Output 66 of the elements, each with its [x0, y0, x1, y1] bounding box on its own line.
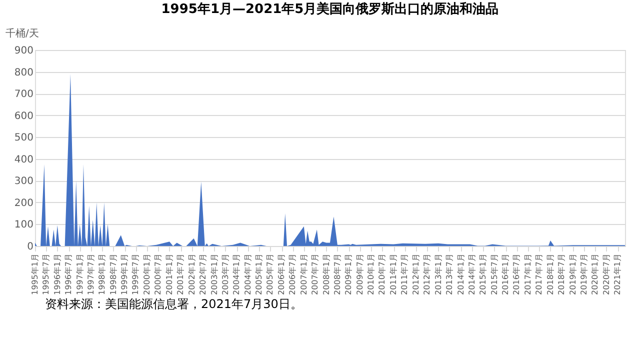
x-tick-label: 2003年7月 [220, 254, 230, 295]
y-tick-label: 100 [14, 220, 34, 231]
x-tick-label: 2016年1月 [501, 254, 510, 295]
x-tick-label: 2007年1月 [299, 254, 308, 295]
x-tick-label: 2005年1月 [254, 254, 264, 295]
x-tick-label: 2004年7月 [243, 254, 252, 295]
x-tick-label: 1997年7月 [86, 254, 96, 295]
x-tick-label: 2000年1月 [142, 254, 152, 295]
y-tick-label: 300 [14, 176, 34, 188]
x-tick-label: 2007年7月 [310, 254, 320, 295]
x-tick-label: 2020年7月 [602, 254, 611, 295]
y-tick-label: 0 [27, 242, 34, 252]
x-tick-label: 2010年7月 [378, 254, 387, 295]
x-tick-label: 1995年7月 [42, 254, 51, 295]
x-tick-label: 1995年1月 [30, 254, 40, 295]
x-tick-label: 2021年1月 [613, 254, 622, 295]
x-tick-label: 1996年7月 [64, 254, 74, 295]
x-tick-label: 2008年7月 [332, 254, 342, 295]
x-tick-label: 1998年7月 [108, 254, 118, 295]
x-tick-label: 2005年7月 [266, 254, 275, 295]
x-tick-label: 2017年7月 [534, 254, 544, 295]
x-tick-label: 2004年1月 [232, 254, 242, 295]
x-tick-label: 1996年1月 [52, 254, 62, 295]
y-tick-label: 700 [14, 89, 34, 100]
x-tick-label: 2001年1月 [164, 254, 174, 295]
x-tick-label: 2011年7月 [400, 254, 410, 295]
x-tick-label: 1997年1月 [75, 254, 84, 295]
x-tick-label: 2018年1月 [546, 254, 555, 295]
x-tick-label: 1998年1月 [98, 254, 107, 295]
x-tick-label: 1999年1月 [120, 254, 130, 295]
y-tick-label: 800 [14, 67, 34, 78]
y-axis-title: 千桶/天 [6, 28, 39, 40]
x-tick-label: 2013年1月 [434, 254, 443, 295]
y-tick-label: 900 [14, 46, 34, 56]
x-tick-label: 2012年7月 [422, 254, 432, 295]
y-tick-label: 200 [14, 198, 34, 209]
x-tick-label: 2014年7月 [467, 254, 476, 295]
x-tick-label: 2016年7月 [512, 254, 522, 295]
y-tick-label: 400 [14, 154, 34, 166]
x-tick-label: 2014年1月 [456, 254, 466, 295]
x-tick-label: 2010年1月 [366, 254, 376, 295]
text: 资料来源：美国能源信息署，2021年7月30日。 [45, 297, 302, 311]
x-tick-label: 2000年7月 [154, 254, 163, 295]
x-tick-label: 2006年1月 [277, 254, 286, 295]
x-tick-label: 2019年7月 [579, 254, 588, 295]
chart-title: 1995年1月—2021年5月美国向俄罗斯出口的原油和油品 [161, 1, 499, 17]
x-tick-label: 2006年7月 [288, 254, 298, 295]
x-tick-label: 2013年7月 [444, 254, 454, 295]
x-tick-label: 2015年7月 [490, 254, 499, 295]
x-tick-label: 2009年7月 [355, 254, 364, 295]
x-tick-label: 2015年1月 [478, 254, 488, 295]
x-tick-label: 2020年1月 [590, 254, 600, 295]
x-tick-label: 2003年1月 [210, 254, 219, 295]
x-tick-label: 2008年1月 [322, 254, 331, 295]
y-tick-label: 500 [14, 132, 34, 144]
x-tick-label: 2017年1月 [524, 254, 533, 295]
x-tick-label: 2001年7月 [176, 254, 186, 295]
x-tick-label: 2018年7月 [557, 254, 566, 295]
x-tick-label: 2012年1月 [411, 254, 420, 295]
x-tick-label: 2002年1月 [187, 254, 196, 295]
x-tick-label: 2002年7月 [198, 254, 208, 295]
y-tick-label: 600 [14, 110, 34, 122]
x-tick-label: 2009年1月 [344, 254, 354, 295]
x-tick-label: 2011年1月 [389, 254, 398, 295]
x-tick-label: 2019年1月 [568, 254, 578, 295]
x-tick-label: 1999年7月 [131, 254, 140, 295]
